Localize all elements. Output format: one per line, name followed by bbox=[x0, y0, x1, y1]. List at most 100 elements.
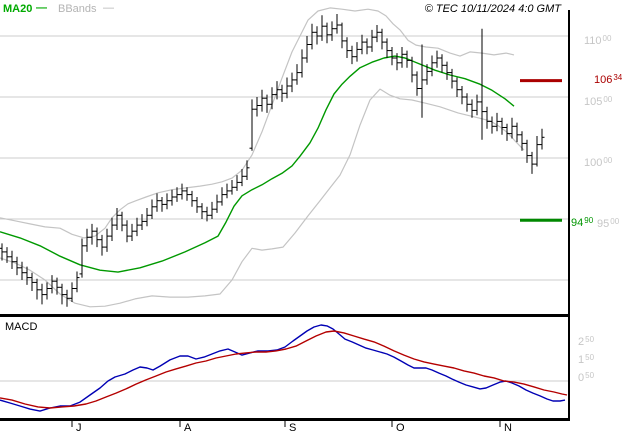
ohlc-bar bbox=[434, 50, 440, 68]
price-panel-bottom-border bbox=[0, 314, 570, 317]
ohlc-bar bbox=[479, 28, 485, 140]
ohlc-bar bbox=[299, 49, 305, 78]
month-axis-label: A bbox=[184, 422, 192, 434]
ohlc-bar bbox=[324, 22, 330, 44]
month-axis-label: J bbox=[76, 422, 82, 434]
ohlc-bar bbox=[99, 234, 105, 256]
macd-panel-bottom-border bbox=[0, 418, 570, 421]
ohlc-bar bbox=[289, 72, 295, 93]
ohlc-bar bbox=[14, 256, 20, 276]
support-price-label: 9490 bbox=[571, 216, 594, 229]
ohlc-bar bbox=[119, 211, 125, 232]
ohlc-bar bbox=[154, 193, 160, 212]
ohlc-bar bbox=[19, 261, 25, 280]
ohlc-bar bbox=[484, 106, 490, 129]
month-axis-label: O bbox=[396, 422, 405, 434]
ohlc-bar bbox=[139, 214, 145, 230]
price-axis-label: 10000 bbox=[584, 156, 613, 169]
ohlc-bar bbox=[234, 175, 240, 191]
ohlc-bar bbox=[354, 42, 360, 62]
ohlc-bar bbox=[294, 64, 300, 85]
legend-bbands-dash-icon: — bbox=[103, 2, 114, 14]
ohlc-bar bbox=[359, 34, 365, 55]
legend-ma20-label[interactable]: MA20 bbox=[3, 3, 33, 15]
ohlc-bar bbox=[89, 223, 95, 245]
ohlc-bar bbox=[449, 68, 455, 89]
ohlc-bar bbox=[504, 123, 510, 141]
ohlc-bar bbox=[209, 201, 215, 219]
month-axis-label: N bbox=[504, 422, 512, 434]
ohlc-bar bbox=[259, 89, 265, 112]
ohlc-bar bbox=[24, 266, 30, 285]
ohlc-bar bbox=[244, 160, 250, 180]
price-axis-label: 10500 bbox=[584, 95, 613, 108]
ohlc-bar bbox=[124, 220, 130, 243]
ohlc-bar bbox=[509, 117, 515, 139]
ohlc-bar bbox=[129, 223, 135, 241]
ohlc-bar bbox=[519, 131, 525, 151]
ohlc-bar bbox=[314, 26, 320, 45]
ohlc-bar bbox=[444, 61, 450, 80]
ohlc-bar bbox=[164, 193, 170, 210]
ohlc-bar bbox=[469, 99, 475, 118]
ohlc-bar bbox=[274, 81, 280, 100]
ohlc-bar bbox=[414, 71, 420, 96]
ohlc-bar bbox=[174, 187, 180, 202]
price-axis-label: 9500 bbox=[597, 217, 620, 230]
ohlc-bar bbox=[159, 197, 165, 212]
macd-signal-line bbox=[0, 330, 568, 409]
legend-ma20-dash-icon: — bbox=[36, 2, 47, 14]
ohlc-bar bbox=[524, 139, 530, 163]
ohlc-bar bbox=[464, 93, 470, 112]
ohlc-bar bbox=[49, 275, 55, 294]
ohlc-bar bbox=[514, 122, 520, 143]
ohlc-bar bbox=[214, 194, 220, 213]
bollinger-upper-band bbox=[0, 7, 515, 239]
ohlc-bar bbox=[369, 29, 375, 52]
ohlc-bar bbox=[239, 169, 245, 187]
ohlc-bar bbox=[534, 136, 540, 167]
ohlc-bar bbox=[0, 243, 5, 261]
ohlc-bar bbox=[454, 77, 460, 97]
legend-bbands-label[interactable]: BBands bbox=[58, 3, 97, 15]
ohlc-bar bbox=[94, 227, 100, 248]
month-axis-label: S bbox=[289, 422, 297, 434]
ohlc-bar bbox=[104, 228, 110, 252]
ohlc-bar bbox=[184, 187, 190, 201]
ohlc-bar bbox=[144, 208, 150, 227]
bollinger-lower-band bbox=[0, 88, 525, 308]
ohlc-bar bbox=[334, 14, 340, 34]
ohlc-bar bbox=[329, 21, 335, 41]
ohlc-bar bbox=[364, 38, 370, 55]
ohlc-bar bbox=[254, 97, 260, 117]
ohlc-bar bbox=[44, 282, 50, 300]
ohlc-bar bbox=[249, 99, 255, 151]
ohlc-bar bbox=[404, 50, 410, 68]
ohlc-bar bbox=[539, 128, 545, 150]
ohlc-bar bbox=[349, 45, 355, 65]
ohlc-bar bbox=[384, 38, 390, 58]
ohlc-bar bbox=[494, 112, 500, 132]
ohlc-bar bbox=[114, 208, 120, 230]
ohlc-bar bbox=[489, 116, 495, 134]
ohlc-bar bbox=[9, 250, 15, 269]
ohlc-bar bbox=[69, 282, 75, 302]
ohlc-bar bbox=[269, 87, 275, 110]
macd-axis-label: 050 bbox=[578, 371, 595, 384]
ma20-line bbox=[0, 55, 515, 273]
ohlc-bar bbox=[394, 53, 400, 71]
ohlc-bar bbox=[439, 54, 445, 73]
ohlc-bar bbox=[199, 203, 205, 219]
ohlc-bar bbox=[54, 277, 60, 295]
ohlc-bar bbox=[429, 55, 435, 77]
ohlc-bar bbox=[109, 217, 115, 241]
macd-macd-line bbox=[0, 324, 566, 412]
ohlc-bar bbox=[34, 278, 40, 300]
ohlc-bar bbox=[474, 94, 480, 116]
ohlc-bar bbox=[279, 84, 285, 102]
ohlc-bar bbox=[229, 180, 235, 195]
ohlc-bar bbox=[529, 151, 535, 174]
ohlc-bar bbox=[309, 23, 315, 50]
ohlc-bar bbox=[4, 247, 10, 263]
